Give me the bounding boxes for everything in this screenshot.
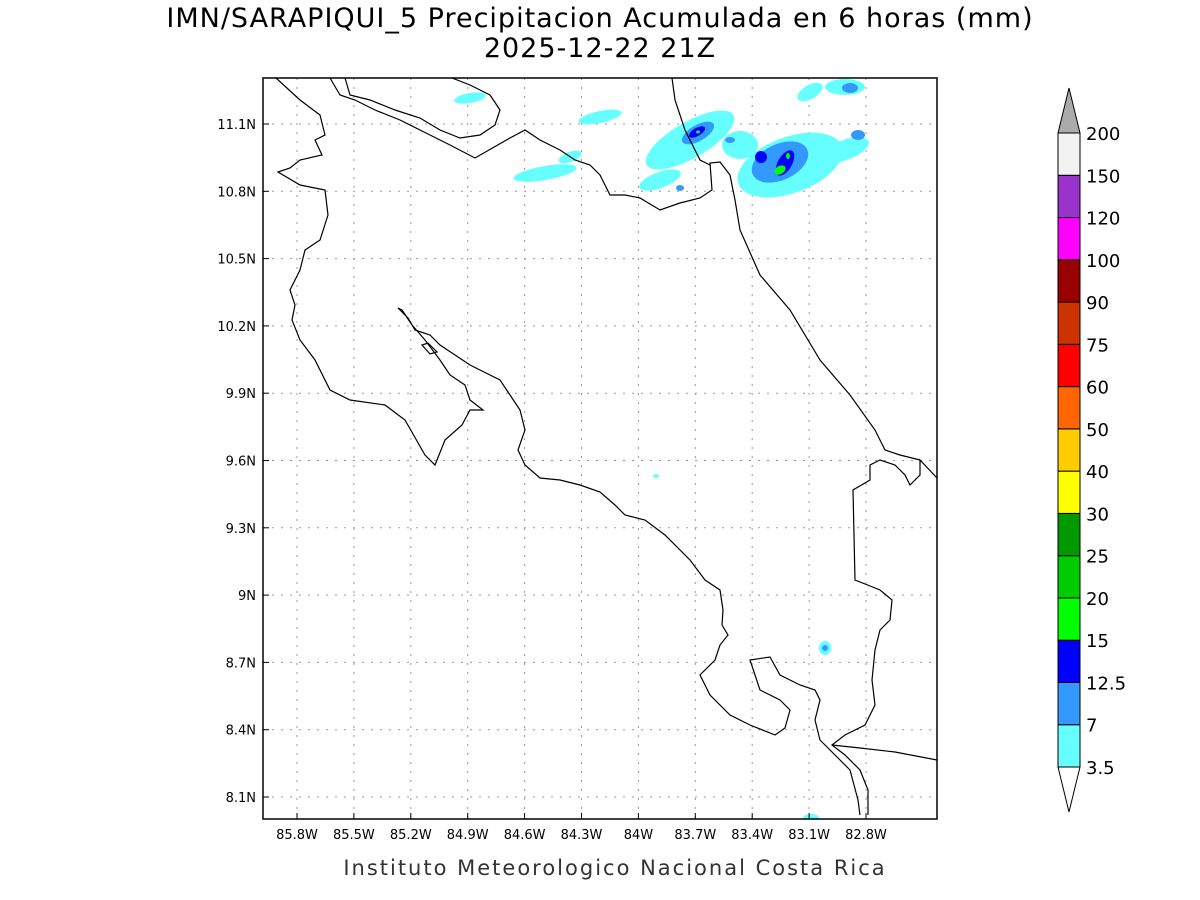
lat-label: 9N [238, 589, 256, 604]
colorbar-swatch [1057, 259, 1081, 303]
colorbar-swatch [1057, 428, 1081, 472]
lon-label: 83.4W [731, 828, 773, 843]
colorbar-label: 200 [1086, 124, 1120, 145]
colorbar-label: 90 [1086, 293, 1109, 314]
colorbar-label: 100 [1086, 251, 1120, 272]
colorbar-swatch [1057, 217, 1081, 261]
colorbar-label: 15 [1086, 631, 1109, 652]
colorbar-swatch [1057, 301, 1081, 345]
colorbar-label: 25 [1086, 547, 1109, 568]
colorbar-label: 3.5 [1086, 758, 1115, 779]
colorbar-swatch [1057, 343, 1081, 388]
lat-label: 8.1N [226, 791, 256, 806]
lat-label: 9.9N [226, 387, 256, 402]
lon-label: 85.2W [390, 828, 432, 843]
lon-label: 84.3W [561, 828, 603, 843]
colorbar-label: 40 [1086, 462, 1109, 483]
colorbar-swatch [1057, 681, 1081, 726]
colorbar-swatch [1057, 639, 1081, 683]
colorbar-legend: 3.5 7 12.5 15 20 25 30 40 50 60 75 90 100 120 150 200 [1057, 87, 1126, 813]
colorbar-label: 12.5 [1086, 673, 1126, 694]
lat-label: 10.5N [217, 253, 256, 268]
colorbar-over-arrow [1057, 87, 1081, 134]
lon-label: 84.6W [504, 828, 546, 843]
colorbar-label: 7 [1086, 716, 1097, 737]
lon-label: 82.8W [845, 828, 887, 843]
colorbar-label: 20 [1086, 589, 1109, 610]
colorbar-swatch [1057, 132, 1081, 176]
colorbar-swatch [1057, 724, 1081, 768]
colorbar-label: 150 [1086, 166, 1120, 187]
axis-labels: 85.8W 85.5W 85.2W 84.9W 84.6W 84.3W 84W 83.7W 83… [217, 118, 887, 843]
lon-label: 85.8W [276, 828, 318, 843]
colorbar-label: 60 [1086, 378, 1109, 399]
lat-label: 11.1N [217, 118, 256, 133]
lat-label: 8.4N [226, 724, 256, 739]
grid-lines [263, 78, 937, 819]
colorbar-under-arrow [1057, 766, 1081, 813]
colorbar-swatch [1057, 174, 1081, 219]
colorbar-label: 50 [1086, 420, 1109, 441]
precipitation-field [454, 79, 869, 819]
lat-label: 10.8N [217, 185, 256, 200]
colorbar-swatch [1057, 555, 1081, 599]
lon-label: 83.1W [788, 828, 830, 843]
map-subtitle: 2025-12-22 21Z [483, 33, 717, 64]
footer-credit: Instituto Meteorologico Nacional Costa R… [343, 856, 887, 880]
lat-label: 9.3N [226, 522, 256, 537]
lon-label: 83.7W [674, 828, 716, 843]
lat-label: 8.7N [226, 656, 256, 671]
colorbar-swatch [1057, 470, 1081, 514]
map-frame [262, 77, 938, 820]
colorbar-swatch [1057, 597, 1081, 641]
colorbar-swatch [1057, 386, 1081, 430]
map-title: IMN/SARAPIQUI_5 Precipitacion Acumulada … [166, 3, 1034, 34]
colorbar-label: 30 [1086, 504, 1109, 525]
lon-label: 85.5W [333, 828, 375, 843]
coastlines [275, 78, 937, 816]
colorbar-swatch [1057, 512, 1081, 557]
lon-label: 84.9W [447, 828, 489, 843]
colorbar-label: 75 [1086, 335, 1109, 356]
lon-label: 84W [624, 828, 654, 843]
lat-label: 9.6N [226, 455, 256, 470]
colorbar-label: 120 [1086, 209, 1120, 230]
lat-label: 10.2N [217, 320, 256, 335]
